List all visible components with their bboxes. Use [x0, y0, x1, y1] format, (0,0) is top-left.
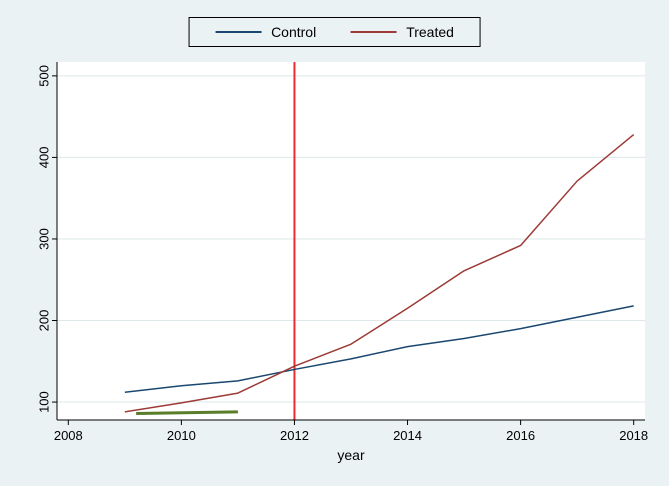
x-tick-label-2014: 2014 [393, 428, 422, 443]
plot-background [57, 62, 645, 420]
x-tick-label-2010: 2010 [167, 428, 196, 443]
y-tick-label-500: 500 [36, 65, 51, 87]
x-tick-label-2008: 2008 [54, 428, 83, 443]
series-line-control [124, 305, 634, 394]
x-tick-label-2012: 2012 [280, 428, 309, 443]
x-axis-title: year [337, 447, 365, 463]
y-tick-label-300: 300 [36, 228, 51, 250]
series-line-short-green-segment [136, 410, 238, 415]
y-tick-label-200: 200 [36, 310, 51, 332]
treated-line-swatch [350, 31, 397, 33]
x-tick-label-2018: 2018 [619, 428, 648, 443]
legend-item-treated: Treated [350, 24, 454, 40]
series-line-treated [124, 133, 635, 413]
control-line-swatch [215, 31, 262, 33]
y-tick-label-400: 400 [36, 147, 51, 169]
legend-item-control: Control [215, 24, 316, 40]
legend: Control Treated [188, 17, 481, 47]
y-tick-label-100: 100 [36, 391, 51, 413]
legend-label-control: Control [271, 24, 317, 40]
x-tick-label-2016: 2016 [506, 428, 535, 443]
legend-label-treated: Treated [406, 24, 454, 40]
